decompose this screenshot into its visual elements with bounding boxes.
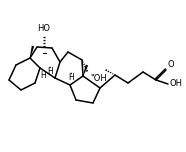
Text: "OH: "OH — [90, 74, 107, 83]
Text: OH: OH — [169, 79, 182, 88]
Text: HO: HO — [38, 24, 51, 33]
Text: H: H — [68, 74, 74, 83]
Text: O: O — [167, 60, 174, 69]
Text: H: H — [40, 71, 46, 79]
Polygon shape — [30, 46, 34, 58]
Text: H: H — [47, 67, 53, 76]
Polygon shape — [83, 65, 88, 76]
